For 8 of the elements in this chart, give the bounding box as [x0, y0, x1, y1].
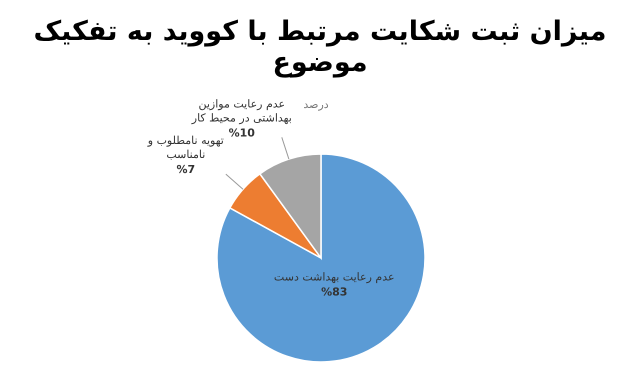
data-label: %7 — [176, 163, 196, 176]
slice-label: عدم رعایت موازین بهداشتی در محیط کار — [190, 97, 292, 124]
chart-title: میزان ثبت شکایت مرتبط با کووید به تفکیک موضوع — [32, 16, 608, 78]
data-label: %83 — [321, 285, 348, 298]
slice-label: عدم رعایت بهداشت دست — [274, 270, 395, 284]
slice-label: تهویه نامطلوب و نامناسب — [146, 134, 224, 162]
data-label: %10 — [228, 126, 256, 140]
chart-subtitle: درصد — [303, 98, 329, 111]
